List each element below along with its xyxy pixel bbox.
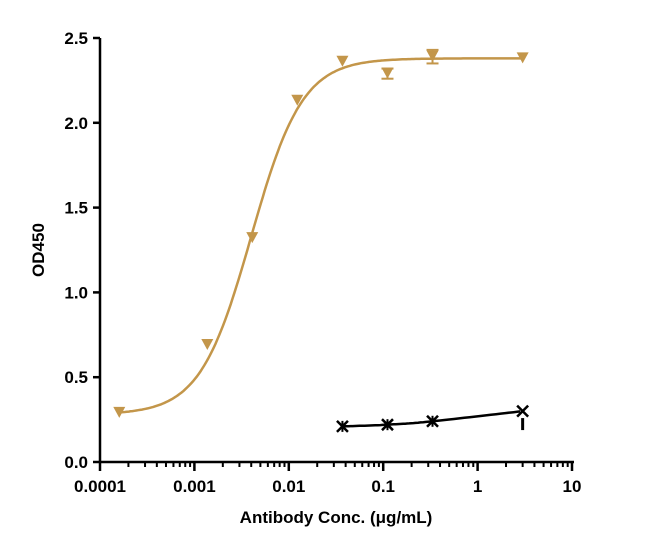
data-point-triangle	[291, 94, 304, 106]
plot-area	[113, 48, 530, 433]
data-point-triangle	[516, 52, 529, 64]
data-point-triangle	[113, 406, 126, 418]
x-tick-label: 0.001	[173, 477, 216, 496]
data-point-triangle	[336, 55, 349, 67]
x-tick-label: 0.0001	[74, 477, 126, 496]
y-tick-label: 2.0	[64, 114, 88, 133]
y-tick-label: 1.0	[64, 283, 88, 302]
data-point-x	[426, 414, 439, 428]
data-point-x	[336, 420, 349, 433]
x-tick-label: 0.01	[272, 477, 305, 496]
x-axis-title: Antibody Conc. (μg/mL)	[240, 508, 433, 527]
x-tick-label: 10	[563, 477, 582, 496]
x-tick-label: 1	[473, 477, 482, 496]
data-point-triangle	[201, 338, 214, 350]
marker-stroke	[516, 404, 530, 418]
data-point-triangle	[381, 67, 394, 79]
series-1-fit-curve	[342, 410, 521, 428]
y-tick-label: 0.0	[64, 453, 88, 472]
x-tick-label: 0.1	[371, 477, 395, 496]
y-tick-label: 0.5	[64, 368, 88, 387]
y-axis-title: OD450	[29, 223, 48, 277]
axes: 0.0 0.5 1.0 1.5 2.0 2.5 0.0001 0.001 0.01 0.1 1 10	[64, 29, 581, 496]
data-point-x	[516, 404, 530, 418]
data-point-triangle	[246, 232, 259, 244]
y-tick-label: 1.5	[64, 199, 88, 218]
series-0-fit-curve	[119, 57, 522, 414]
y-tick-label: 2.5	[64, 29, 88, 48]
data-point-triangle	[426, 50, 439, 62]
data-point-x	[381, 418, 394, 432]
